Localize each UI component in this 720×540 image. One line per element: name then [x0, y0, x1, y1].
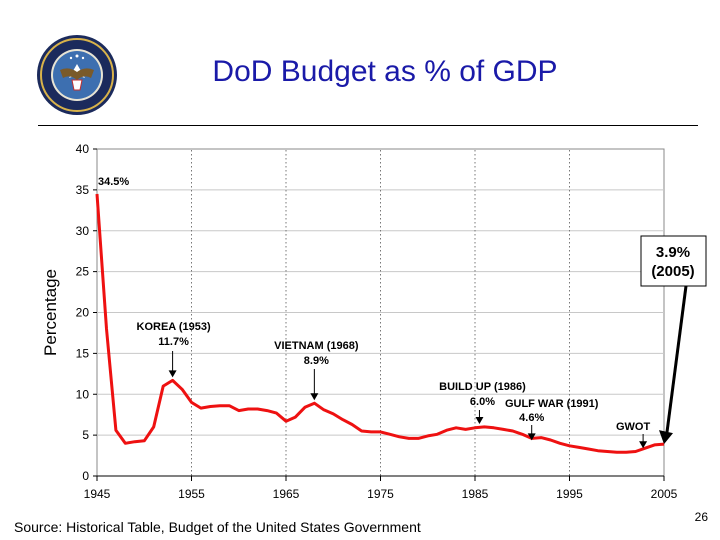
y-tick-label: 0 — [82, 469, 89, 483]
y-tick-label: 35 — [76, 183, 90, 197]
x-tick-label: 1985 — [462, 487, 489, 501]
callout-arrow-head — [659, 430, 673, 445]
annotation-buildup-value: 6.0% — [470, 396, 495, 408]
y-tick-label: 30 — [76, 224, 90, 238]
y-tick-label: 10 — [76, 387, 90, 401]
annotation-vietnam-value: 8.9% — [304, 355, 329, 367]
x-tick-label: 2005 — [651, 487, 678, 501]
callout-value: 3.9% — [656, 244, 690, 261]
y-tick-label: 25 — [76, 265, 90, 279]
x-tick-label: 1995 — [556, 487, 583, 501]
y-tick-label: 40 — [76, 142, 90, 156]
y-axis-label: Percentage — [41, 269, 60, 356]
gwot-arrow-head — [639, 441, 648, 449]
series-line — [95, 193, 665, 454]
y-tick-label: 15 — [76, 346, 90, 360]
buildup-arrow-head — [475, 416, 484, 424]
gulfwar-arrow-head — [527, 433, 536, 441]
annotation-korea-value: 11.7% — [158, 336, 189, 348]
title-divider — [38, 125, 698, 126]
annotation-korea: KOREA (1953) — [137, 321, 212, 333]
annotation-gwot: GWOT — [616, 421, 650, 433]
annotation-peak-1945: 34.5% — [98, 176, 129, 188]
x-tick-label: 1955 — [178, 487, 205, 501]
annotation-gulfwar-value: 4.6% — [519, 412, 544, 424]
slide-title: DoD Budget as % of GDP — [212, 55, 558, 88]
source-note: Source: Historical Table, Budget of the … — [14, 519, 421, 535]
y-tick-label: 5 — [82, 428, 89, 442]
callout-box — [640, 235, 707, 287]
x-tick-label: 1975 — [367, 487, 394, 501]
x-tick-label: 1965 — [273, 487, 300, 501]
annotation-vietnam: VIETNAM (1968) — [274, 340, 359, 352]
vietnam-arrow-head — [310, 393, 319, 401]
page-number: 26 — [694, 510, 708, 524]
callout-year: (2005) — [651, 263, 694, 280]
y-tick-label: 20 — [76, 306, 90, 320]
x-tick-label: 1945 — [84, 487, 111, 501]
annotation-gulfwar: GULF WAR (1991) — [505, 398, 599, 410]
callout-arrow-shaft — [665, 285, 688, 433]
korea-arrow-head — [168, 370, 177, 378]
annotation-buildup: BUILD UP (1986) — [439, 381, 526, 393]
dod-seal-logo — [37, 35, 117, 115]
